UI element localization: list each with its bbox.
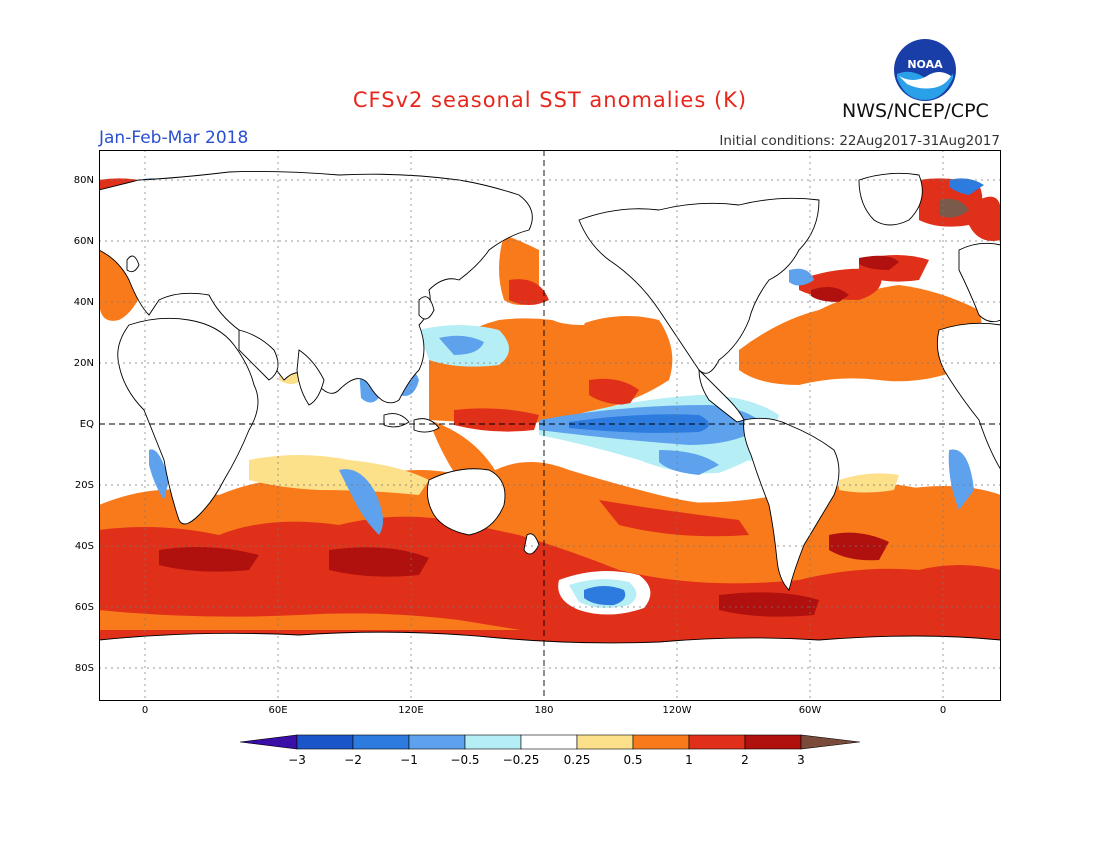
colorbar-swatch (632, 734, 690, 750)
lat-label: 40S (74, 541, 94, 552)
initial-conditions-label: Initial conditions: 22Aug2017-31Aug2017 (719, 133, 1000, 149)
colorbar-swatch (688, 734, 746, 750)
colorbar-label: −2 (344, 753, 362, 767)
lon-label: 60E (268, 705, 288, 716)
graticule (99, 150, 1001, 701)
land-masses (99, 170, 1001, 701)
equator-and-dateline (99, 150, 1001, 701)
colorbar-label: −3 (288, 753, 306, 767)
colorbar-label: −0.5 (450, 753, 480, 767)
lat-label: 80S (74, 663, 94, 674)
colorbar-label: 3 (797, 753, 805, 767)
lon-label: 60W (798, 705, 822, 716)
lat-label: 20S (74, 480, 94, 491)
chart-title: CFSv2 seasonal SST anomalies (K) (352, 88, 748, 112)
colorbar-label: 2 (741, 753, 749, 767)
noaa-logo: NOAA (894, 39, 956, 101)
lat-label: EQ (79, 419, 94, 430)
lat-label: 80N (73, 175, 94, 186)
colorbar-swatch (744, 734, 802, 750)
colorbar-swatch (520, 734, 578, 750)
south-atlantic-anomaly (819, 449, 979, 530)
colorbar-label: 1 (685, 753, 693, 767)
equatorial-cold-tongue (539, 395, 779, 495)
lon-label: 180 (534, 705, 554, 716)
colorbar-swatch (352, 734, 410, 750)
colorbar-label: −1 (400, 753, 418, 767)
colorbar-swatch (464, 734, 522, 750)
lat-label: 60N (73, 236, 94, 247)
colorbar-swatch (240, 734, 298, 750)
colorbar-label: −0.25 (502, 753, 540, 767)
lat-label: 40N (73, 297, 94, 308)
south-pacific-warm-tongue (479, 462, 793, 552)
lon-label: 120W (662, 705, 692, 716)
agency-label: NWS/NCEP/CPC (842, 100, 989, 122)
colorbar-label: 0.5 (623, 753, 643, 767)
colorbar-swatch (576, 734, 634, 750)
lat-label: 60S (74, 602, 94, 613)
colorbar-swatch (408, 734, 466, 750)
south-pacific-cold-pool (558, 571, 651, 615)
colorbar-label: 0.25 (563, 753, 591, 767)
colorbar-swatch (296, 734, 354, 750)
colorbar-swatch (800, 734, 860, 750)
lat-label: 20N (73, 358, 94, 369)
lon-label: 120E (398, 705, 424, 716)
colorbar (240, 734, 860, 750)
season-label: Jan-Feb-Mar 2018 (99, 128, 249, 148)
lon-label: 0 (939, 705, 947, 716)
north-atlantic-anomaly (739, 196, 1001, 385)
sst-anomaly-map (99, 150, 1001, 701)
lon-label: 0 (141, 705, 149, 716)
logo-text: NOAA (907, 58, 943, 71)
